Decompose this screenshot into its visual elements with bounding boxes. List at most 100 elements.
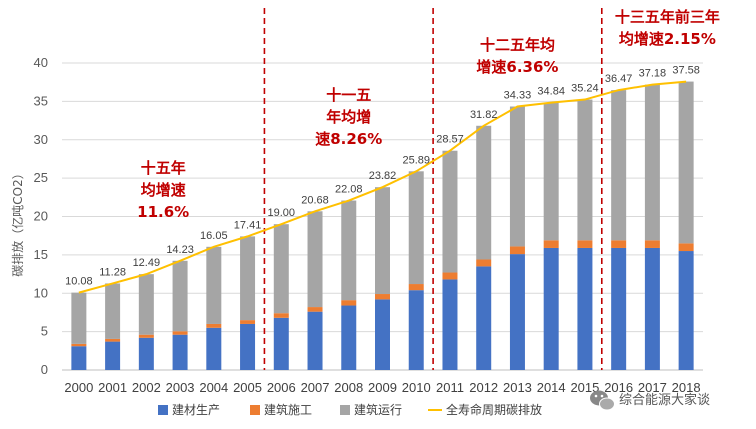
y-tick-label: 10 [34,285,48,300]
bar-segment [341,305,357,370]
bar-segment [273,224,289,314]
bar-segment [442,272,458,280]
data-label: 28.57 [436,134,464,146]
x-tick-label: 2006 [267,380,296,395]
bar-segment [543,240,559,248]
period-annotation-line: 十一五 [326,86,371,104]
x-tick-label: 2013 [503,380,532,395]
bar-segment [71,346,87,370]
y-tick-label: 5 [41,324,48,339]
x-tick-label: 2012 [469,380,498,395]
x-tick-label: 2002 [132,380,161,395]
y-tick-label: 35 [34,93,48,108]
x-tick-label: 2016 [604,380,633,395]
data-label: 22.08 [335,184,363,196]
legend-label: 全寿命周期碳排放 [446,402,542,417]
data-label: 23.82 [369,170,397,182]
bar-segment [543,247,559,370]
bar-segment [105,338,121,342]
bar-segment [476,266,492,370]
bar-segment [644,247,660,370]
legend-swatch [340,405,350,415]
x-tick-label: 2014 [537,380,566,395]
bar-segment [341,200,357,301]
bar-segment [611,240,627,248]
data-label: 31.82 [470,109,498,121]
x-tick-label: 2004 [199,380,228,395]
bar-segment [644,240,660,248]
x-tick-label: 2007 [301,380,330,395]
bar-segment [138,334,154,338]
x-tick-label: 2010 [402,380,431,395]
period-annotation-line: 速8.26% [315,130,382,148]
period-annotation-line: 均增速2.15% [619,30,716,48]
legend: 建材生产 建筑施工 建筑运行 全寿命周期碳排放 [158,402,542,417]
bar-segment [509,254,525,370]
data-label: 20.68 [301,194,329,206]
bar-segment [678,243,694,252]
data-label: 36.47 [605,73,633,85]
bar-segment [408,171,424,285]
data-label: 25.89 [402,154,430,166]
wechat-icon [590,390,615,411]
bar-segment [240,320,256,324]
bar-segment [678,81,694,244]
legend-label: 建材生产 [172,403,220,417]
period-annotation-line: 增速6.36% [476,58,558,76]
bar-segment [341,300,357,306]
data-label: 12.49 [133,257,161,269]
period-dividers [263,8,603,370]
x-tick-label: 2011 [436,380,464,395]
period-annotation-line: 十二五年均 [480,36,555,54]
x-tick-label: 2009 [368,380,397,395]
x-tick-label: 2008 [334,380,363,395]
x-tick-label: 2005 [233,380,262,395]
bar-segment [105,341,121,370]
bar-segment [138,274,154,335]
legend-label: 建筑运行 [354,402,402,417]
legend-swatch [250,405,260,415]
watermark-text: 综合能源大家谈 [619,392,710,408]
bar-segment [408,290,424,370]
bar-segment [611,90,627,241]
bar-segment [307,211,323,308]
bar-segment [577,247,593,370]
x-tick-label: 2017 [638,380,667,395]
bar-segment [240,236,256,321]
period-annotation-line: 年均增 [326,108,371,126]
bar-segment [644,84,660,241]
bar-segment [509,246,525,255]
bar-segment [611,247,627,370]
y-axis: 0 5 10 15 20 25 30 35 40 [34,55,48,377]
data-label: 14.23 [166,244,194,256]
y-tick-label: 40 [34,55,48,70]
period-annotation-line: 十三五年前三年 [615,8,720,26]
bar-segment [577,240,593,248]
lifecycle-line-path [78,80,687,294]
bar-segment [543,102,559,241]
x-tick-label: 2001 [98,380,127,395]
bar-segment [206,323,222,328]
y-tick-label: 30 [34,132,48,147]
bar-segment [172,260,188,332]
period-annotation-line: 均增速 [141,181,186,199]
data-label: 37.18 [639,68,667,80]
data-label: 19.00 [268,207,296,219]
bar-segment [240,323,256,370]
bar-segment [71,343,87,347]
x-tick-label: 2015 [570,380,599,395]
data-label: 34.84 [537,86,565,98]
bar-segment [71,292,87,344]
period-annotation-line: 十五年 [141,159,186,177]
y-tick-label: 25 [34,170,48,185]
bar-segment [375,187,390,295]
bar-segment [206,327,222,370]
data-label: 16.05 [200,230,228,242]
bar-segment [509,106,525,247]
bar-segment [476,125,492,260]
bar-segment [442,279,458,370]
bar-segment [375,294,390,300]
x-tick-label: 2018 [672,380,701,395]
bar-segment [273,313,289,318]
